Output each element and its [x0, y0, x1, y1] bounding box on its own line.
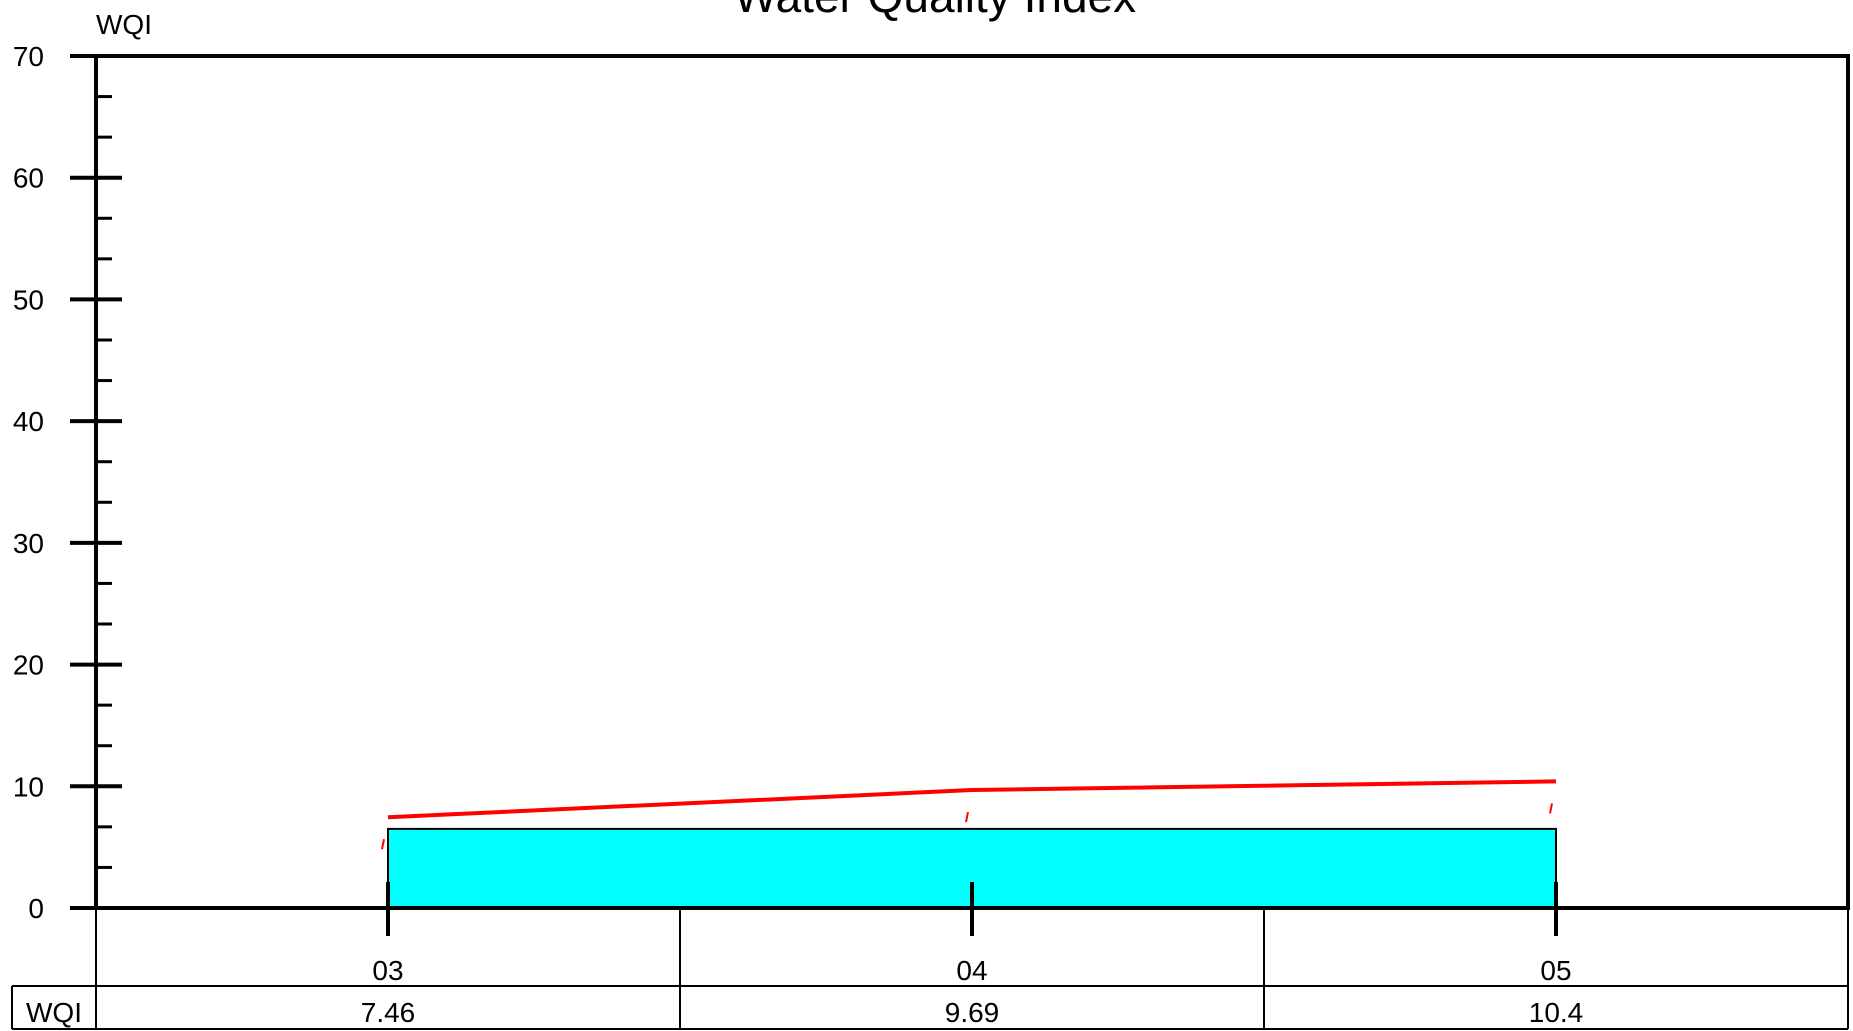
y-tick-label: 50 — [13, 284, 44, 315]
y-tick-label: 10 — [13, 771, 44, 802]
table-row-label: WQI — [26, 997, 82, 1028]
x-tick-label: 03 — [372, 955, 403, 986]
data-point-marker — [381, 839, 385, 850]
series-line-wqi — [387, 779, 1557, 820]
data-point-marker — [965, 811, 969, 823]
y-tick-label: 60 — [13, 163, 44, 194]
y-tick-label: 20 — [13, 650, 44, 681]
x-tick-label: 04 — [956, 955, 987, 986]
x-tick-label: 05 — [1540, 955, 1571, 986]
y-tick-label: 0 — [28, 893, 44, 924]
chart-title: Water Quality Index — [734, 0, 1136, 22]
y-axis-label: WQI — [96, 9, 152, 40]
data-point-marker — [1549, 803, 1553, 814]
y-tick-label: 70 — [13, 41, 44, 72]
table-value-cell: 10.4 — [1529, 997, 1584, 1028]
y-tick-label: 30 — [13, 528, 44, 559]
y-tick-label: 40 — [13, 406, 44, 437]
table-value-cell: 7.46 — [361, 997, 416, 1028]
plot-frame — [94, 54, 1850, 910]
table-value-cell: 9.69 — [945, 997, 1000, 1028]
